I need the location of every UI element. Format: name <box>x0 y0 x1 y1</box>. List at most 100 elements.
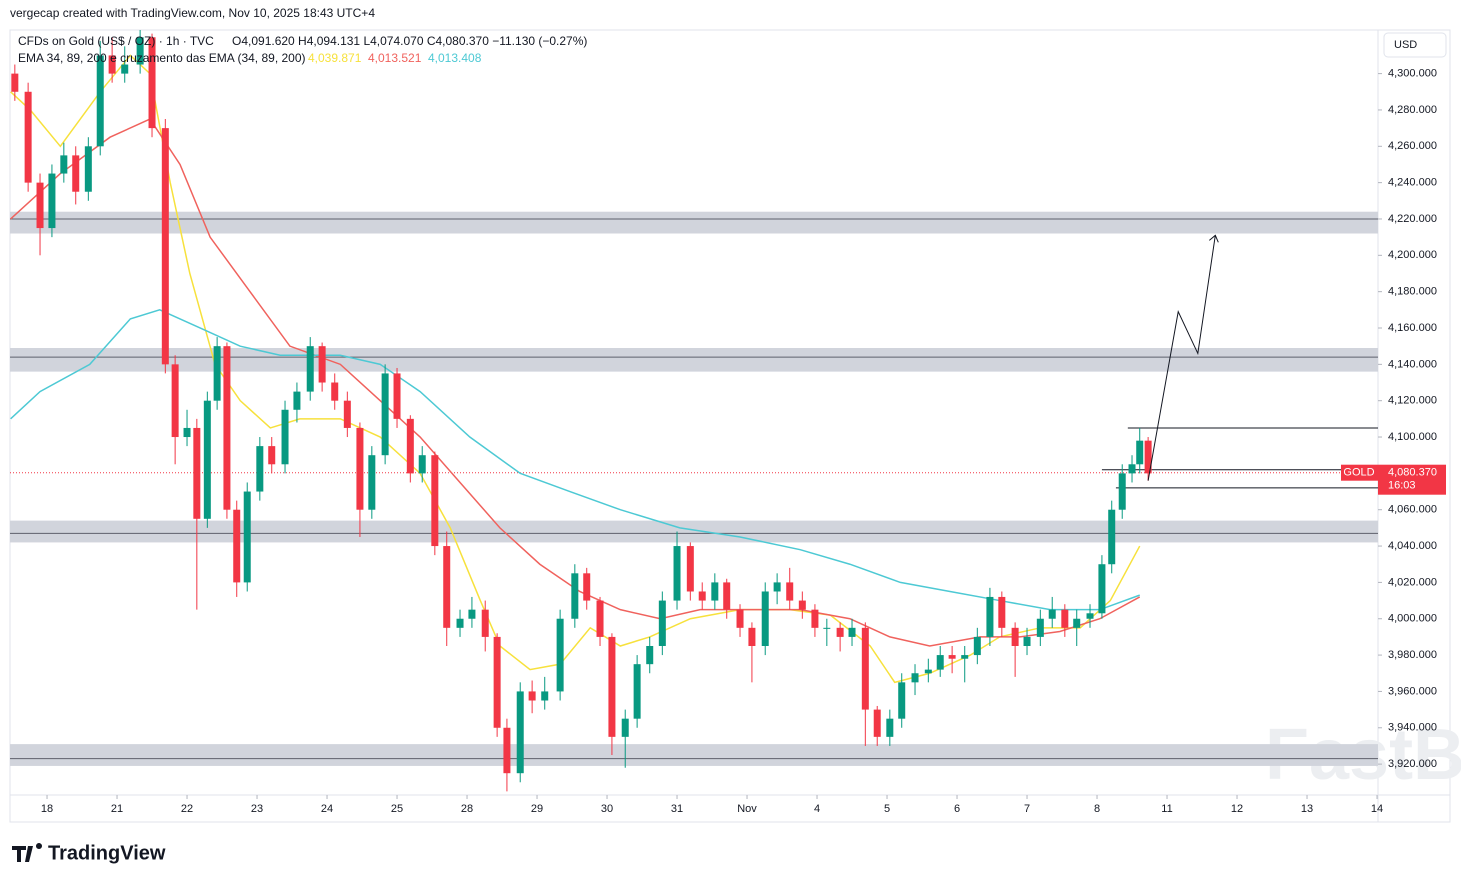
candle-body <box>503 727 511 774</box>
candle-body <box>148 37 156 129</box>
candle-body <box>60 155 68 174</box>
candle-body <box>911 673 919 683</box>
candle-body <box>1118 473 1126 510</box>
candle-body <box>898 682 906 719</box>
candle-body <box>368 455 376 510</box>
candle-body <box>748 627 756 646</box>
candle-body <box>493 636 501 728</box>
candle-body <box>811 609 819 628</box>
candle-body <box>84 146 92 192</box>
candle-body <box>431 455 439 547</box>
candle-body <box>318 346 326 383</box>
candle-body <box>1098 564 1106 614</box>
candle-body <box>161 128 169 365</box>
price-tag-label: 4,080.370 <box>1388 467 1437 479</box>
candle-body <box>798 600 806 610</box>
candle-body <box>24 91 32 183</box>
candle-body <box>998 596 1006 628</box>
candle-body <box>356 427 364 510</box>
x-tick-label: 23 <box>251 803 263 815</box>
price-tag <box>1378 464 1446 495</box>
brand: TradingView <box>48 842 166 864</box>
candle-body <box>96 55 104 147</box>
candle-body <box>936 655 944 670</box>
x-tick-label: 5 <box>884 803 890 815</box>
indicator-name: EMA 34, 89, 200 e cruzamento das EMA (34… <box>18 51 306 65</box>
candle-body <box>11 73 19 92</box>
candle-body <box>481 609 489 637</box>
ohlc-text: O4,091.620 H4,094.131 L4,074.070 C4,080.… <box>232 34 587 48</box>
ema-line <box>10 118 1141 647</box>
y-tick-label: 3,980.000 <box>1388 649 1437 661</box>
candle-body <box>621 718 629 737</box>
currency: USD <box>1394 39 1417 51</box>
y-tick-label: 3,960.000 <box>1388 685 1437 697</box>
y-tick-label: 4,040.000 <box>1388 540 1437 552</box>
candle-body <box>861 627 869 710</box>
candle-body <box>183 427 191 438</box>
candle-body <box>381 373 389 456</box>
candle-body <box>1011 627 1019 646</box>
x-tick-label: 4 <box>814 803 820 815</box>
candle-body <box>443 546 451 628</box>
candle-body <box>658 600 666 646</box>
candle-body <box>873 709 881 737</box>
candle-body <box>961 655 969 659</box>
candle-body <box>1136 440 1144 465</box>
candle-body <box>136 37 144 65</box>
candle-body <box>948 655 956 659</box>
candle-body <box>306 346 314 392</box>
candle-body <box>583 573 591 601</box>
candle-body <box>468 609 476 619</box>
candle-body <box>393 373 401 419</box>
candle-body <box>633 664 641 719</box>
candle-body <box>343 400 351 428</box>
x-tick-label: 28 <box>461 803 473 815</box>
candle-body <box>541 691 549 701</box>
y-tick-label: 4,180.000 <box>1388 286 1437 298</box>
x-tick-label: Nov <box>737 803 757 815</box>
y-tick-label: 4,220.000 <box>1388 213 1437 225</box>
candle-body <box>1023 636 1031 646</box>
candle-body <box>836 627 844 637</box>
candle-body <box>596 600 604 637</box>
candle-body <box>723 582 731 610</box>
y-tick-label: 4,200.000 <box>1388 249 1437 261</box>
y-tick-label: 4,280.000 <box>1388 104 1437 116</box>
candle-body <box>773 582 781 592</box>
countdown: 16:03 <box>1388 480 1416 492</box>
candle-body <box>223 346 231 510</box>
y-tick-label: 3,940.000 <box>1388 722 1437 734</box>
candle-body <box>973 636 981 656</box>
zone <box>10 744 1378 766</box>
candle-body <box>516 691 524 774</box>
candle-body <box>786 582 794 601</box>
x-tick-label: 22 <box>181 803 193 815</box>
candle-body <box>1128 464 1136 474</box>
candle-body <box>848 627 856 637</box>
candle-body <box>203 400 211 519</box>
candle-body <box>108 55 116 74</box>
y-tick-label: 3,920.000 <box>1388 758 1437 770</box>
x-tick-label: 12 <box>1231 803 1243 815</box>
zone <box>10 211 1378 234</box>
currency-button[interactable] <box>1383 32 1447 58</box>
candle-body <box>736 609 744 628</box>
candle-body <box>193 427 201 519</box>
x-tick-label: 7 <box>1024 803 1030 815</box>
y-tick-label: 4,240.000 <box>1388 177 1437 189</box>
candle-body <box>1144 440 1152 474</box>
y-tick-label: 4,000.000 <box>1388 613 1437 625</box>
x-tick-label: 21 <box>111 803 123 815</box>
candle-body <box>673 546 681 601</box>
candle-body <box>268 446 276 465</box>
x-tick-label: 18 <box>41 803 53 815</box>
candle-body <box>1061 609 1069 628</box>
y-tick-label: 4,300.000 <box>1388 68 1437 80</box>
candle-body <box>72 155 80 192</box>
candle-body <box>698 591 706 601</box>
x-tick-label: 8 <box>1094 803 1100 815</box>
candle-body <box>1108 509 1116 565</box>
candle-body <box>1048 609 1056 619</box>
